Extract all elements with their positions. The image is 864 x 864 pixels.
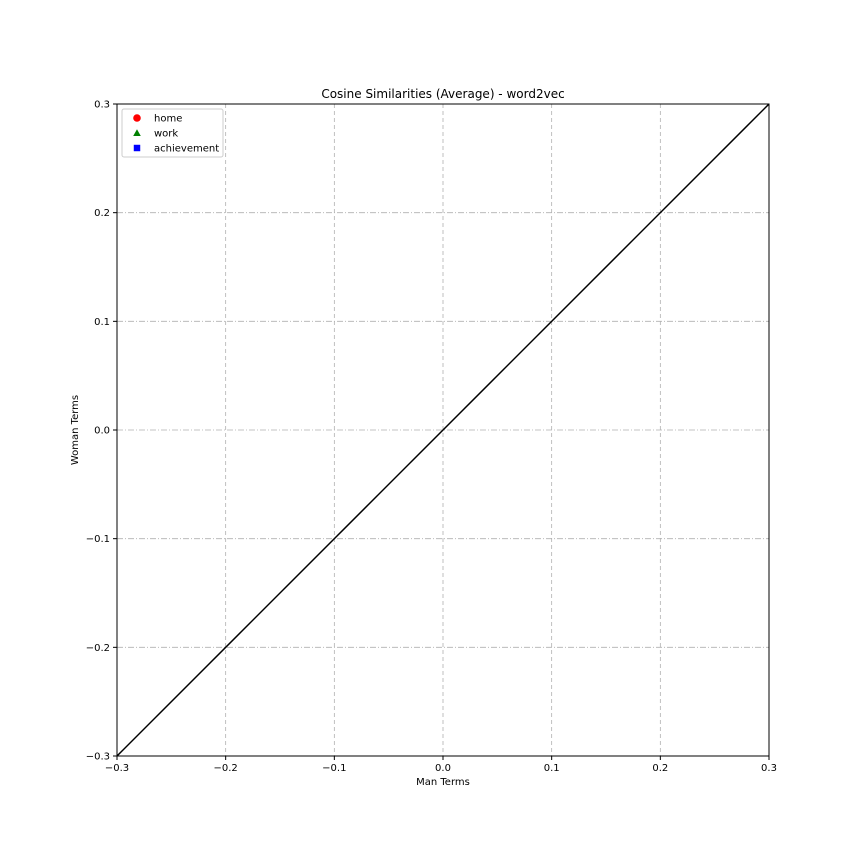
- legend-marker-achievement: [133, 144, 141, 152]
- x-tick-label: 0.1: [544, 763, 560, 774]
- axis-ticks: −0.3 −0.2 −0.1 0.0 0.1 0.2 0.3 −0.3 −0.2 −0.1 0.0 0…: [86, 100, 777, 775]
- y-tick-label: 0.1: [94, 317, 110, 328]
- diagonal-reference-line: [116, 103, 770, 757]
- legend-marker-work: [133, 129, 141, 137]
- legend-label-achievement: achievement: [154, 144, 219, 155]
- x-axis-label: Man Terms: [416, 777, 470, 788]
- reference-line-layer: [116, 103, 770, 757]
- legend-box: [121, 108, 224, 158]
- y-tick-label: 0.3: [94, 100, 110, 111]
- x-tick-label: 0.2: [652, 763, 668, 774]
- x-tick-label: −0.3: [105, 763, 129, 774]
- y-tick-label: 0.2: [94, 208, 110, 219]
- legend-label-work: work: [154, 129, 178, 140]
- legend: home work achievement: [121, 108, 224, 158]
- y-tick-label: 0.0: [94, 426, 110, 437]
- y-tick-label: −0.1: [86, 534, 110, 545]
- y-tick-label: −0.3: [86, 752, 110, 763]
- y-tick-label: −0.2: [86, 643, 110, 654]
- legend-label-home: home: [154, 114, 182, 125]
- legend-marker-home: [133, 114, 141, 122]
- x-tick-label: 0.0: [435, 763, 451, 774]
- grid: [117, 104, 769, 756]
- y-axis-label: Woman Terms: [70, 395, 81, 465]
- x-tick-label: −0.2: [214, 763, 238, 774]
- x-tick-label: 0.3: [761, 763, 777, 774]
- x-tick-label: −0.1: [322, 763, 346, 774]
- chart-title: Cosine Similarities (Average) - word2vec: [321, 87, 564, 101]
